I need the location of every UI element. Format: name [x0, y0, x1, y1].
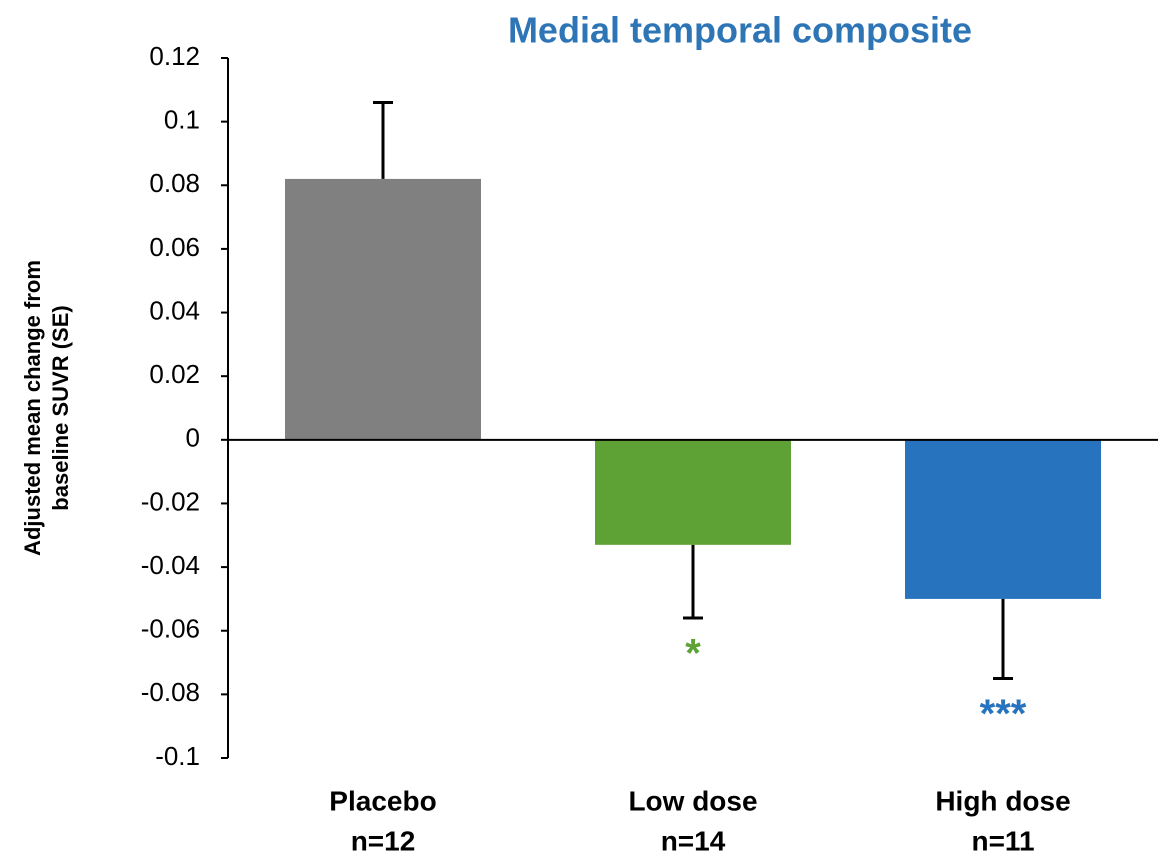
y-tick-label: -0.02	[141, 486, 200, 516]
significance: ***	[980, 692, 1027, 736]
y-tick-label: -0.1	[155, 741, 200, 771]
x-tick-label: Placebo	[329, 785, 436, 816]
y-tick-label: 0.04	[149, 295, 200, 325]
x-tick-sublabel: n=14	[661, 825, 726, 856]
y-tick-label: -0.04	[141, 550, 200, 580]
x-tick-label: High dose	[935, 785, 1070, 816]
x-tick-sublabel: n=12	[351, 825, 416, 856]
bar	[595, 439, 791, 545]
y-tick-label: 0	[186, 423, 200, 453]
x-tick-label: Low dose	[628, 785, 757, 816]
significance: *	[685, 632, 701, 676]
y-tick-label: 0.1	[164, 105, 200, 135]
bar	[905, 439, 1101, 599]
y-tick-label: 0.12	[149, 41, 200, 71]
y-tick-label: -0.06	[141, 614, 200, 644]
y-tick-label: 0.02	[149, 359, 200, 389]
y-axis-label: Adjusted mean change from baseline SUVR …	[20, 260, 73, 556]
bar	[285, 178, 481, 440]
y-axis-label-line: baseline SUVR (SE)	[48, 305, 73, 510]
y-tick-label: 0.08	[149, 168, 200, 198]
y-tick-label: 0.06	[149, 232, 200, 262]
chart-title: Medial temporal composite	[508, 10, 972, 51]
y-axis-label-line: Adjusted mean change from	[20, 260, 45, 556]
x-tick-sublabel: n=11	[971, 825, 1034, 856]
y-tick-label: -0.08	[141, 677, 200, 707]
